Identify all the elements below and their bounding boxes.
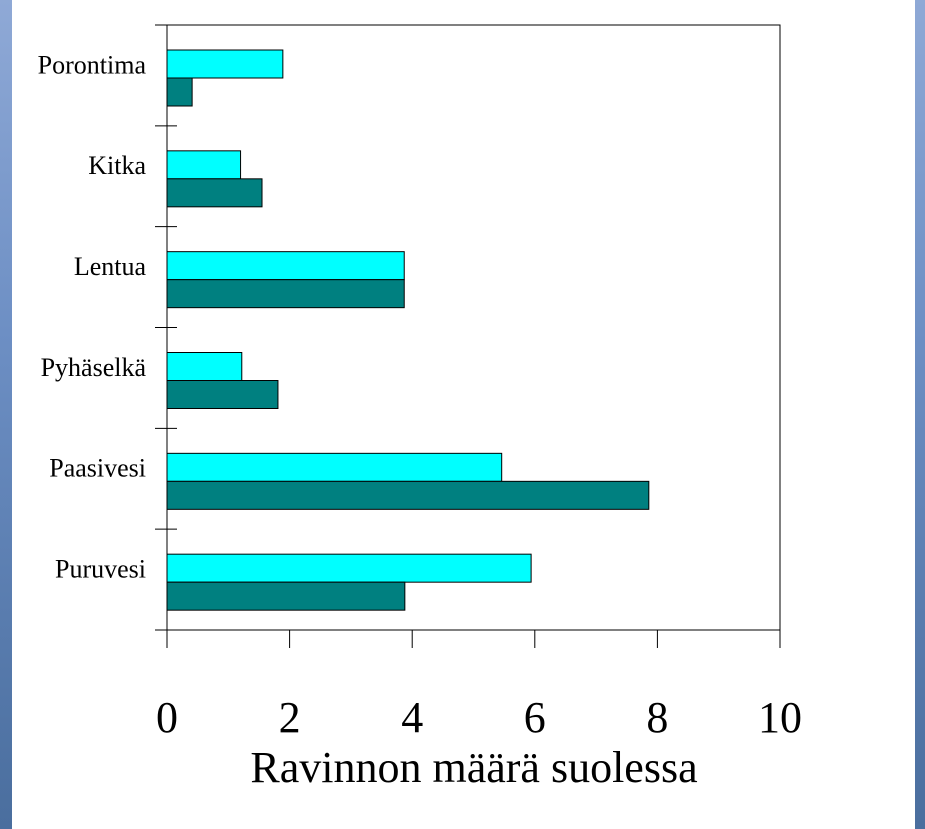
bar bbox=[166, 279, 405, 309]
x-tick-label: 8 bbox=[646, 693, 668, 742]
bar bbox=[166, 553, 532, 583]
bar bbox=[166, 178, 263, 208]
bar bbox=[166, 77, 193, 107]
bar bbox=[166, 150, 242, 180]
y-tick-label: Porontima bbox=[38, 50, 147, 79]
bar bbox=[166, 49, 284, 79]
bar bbox=[166, 352, 243, 381]
panel bbox=[12, 0, 915, 829]
y-tick-label: Puruvesi bbox=[55, 555, 146, 584]
bar bbox=[166, 380, 279, 409]
bar bbox=[166, 452, 503, 482]
x-tick-label: 10 bbox=[758, 693, 802, 742]
y-tick-label: Kitka bbox=[88, 151, 146, 180]
y-tick-label: Pyhäselkä bbox=[41, 353, 147, 382]
bar bbox=[166, 581, 406, 611]
x-tick-label: 2 bbox=[279, 693, 301, 742]
x-tick-label: 6 bbox=[524, 693, 546, 742]
bar bbox=[166, 480, 650, 510]
bar bbox=[166, 251, 405, 281]
y-tick-label: Paasivesi bbox=[49, 454, 146, 483]
x-tick-label: 4 bbox=[401, 693, 423, 742]
x-tick-label: 0 bbox=[156, 693, 178, 742]
x-axis-label: Ravinnon määrä suolessa bbox=[250, 743, 697, 792]
y-tick-label: Lentua bbox=[74, 252, 147, 281]
